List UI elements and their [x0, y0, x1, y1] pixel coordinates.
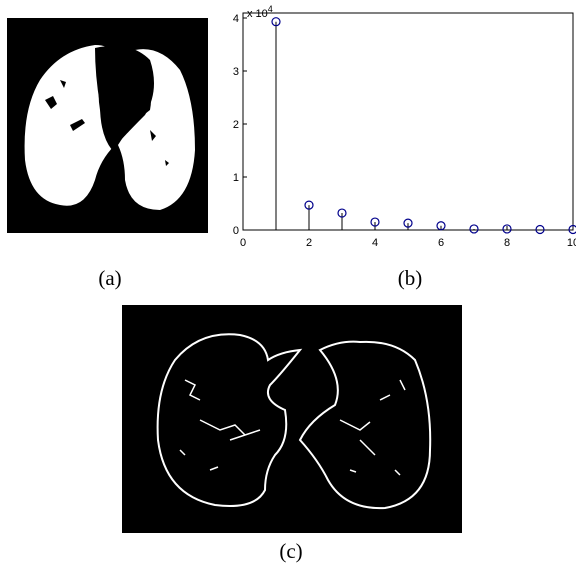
- stem-marker: [337, 208, 347, 218]
- stem: [403, 218, 413, 230]
- stem-marker: [502, 224, 512, 234]
- y-tick-label: 4: [233, 13, 239, 25]
- caption: (a): [98, 266, 121, 290]
- image-c: [122, 305, 462, 533]
- multiplier-exponent: 4: [268, 4, 273, 14]
- x-tick-label: 8: [504, 237, 510, 249]
- stem-marker: [271, 17, 281, 27]
- stem: [304, 200, 314, 230]
- multiplier-base: x 10: [247, 8, 268, 20]
- stem: [535, 224, 545, 235]
- x-tick-label: 10: [567, 237, 576, 249]
- caption: (c): [279, 539, 302, 563]
- stem-marker: [304, 200, 314, 210]
- stem-marker: [568, 224, 576, 235]
- y-tick-label: 0: [233, 225, 239, 237]
- stem-marker: [370, 217, 380, 227]
- stem: [370, 217, 380, 230]
- stem-marker: [436, 221, 446, 231]
- y-tick-label: 3: [233, 66, 239, 78]
- stem-marker: [535, 224, 545, 235]
- y-tick-label: 1: [233, 172, 239, 184]
- image-a: [7, 18, 208, 233]
- stem: [436, 221, 446, 231]
- stem-marker: [469, 224, 479, 234]
- x-tick-label: 2: [306, 237, 312, 249]
- stem: [568, 224, 576, 235]
- x-tick-label: 6: [438, 237, 444, 249]
- stem: [271, 17, 281, 230]
- caption: (b): [398, 266, 423, 290]
- x-tick-label: 4: [372, 237, 378, 249]
- stem: [337, 208, 347, 230]
- stem: [469, 224, 479, 234]
- y-tick-label: 2: [233, 119, 239, 131]
- stem-marker: [403, 218, 413, 228]
- y-multiplier: x 104: [247, 4, 273, 20]
- stem: [502, 224, 512, 234]
- x-tick-label: 0: [240, 237, 246, 249]
- plot-frame: [242, 12, 574, 231]
